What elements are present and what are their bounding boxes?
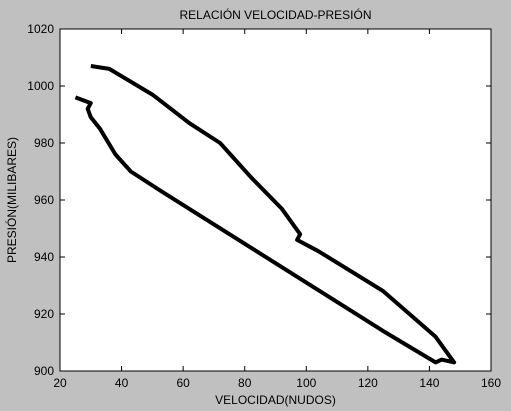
x-tick-label: 120 [358, 376, 378, 390]
y-tick-label: 1000 [27, 79, 54, 93]
y-tick-label: 920 [34, 307, 54, 321]
x-tick-label: 160 [481, 376, 501, 390]
series-line-0 [74, 64, 457, 365]
y-tick-label: 940 [34, 250, 54, 264]
x-tick-label: 20 [53, 376, 67, 390]
axis-ticks: 20 40 60 80 100 120 140 160 900 920 940 960 980 1000 1… [27, 22, 501, 390]
chart-marks [74, 64, 457, 365]
x-tick-label: 100 [296, 376, 316, 390]
x-axis-label: VELOCIDAD(NUDOS) [215, 393, 336, 407]
y-axis-label: PRESIÓN(MILIBARES) [4, 137, 19, 263]
y-tick-label: 1020 [27, 22, 54, 36]
x-tick-label: 60 [176, 376, 190, 390]
y-tick-label: 980 [34, 136, 54, 150]
chart-title: RELACIÓN VELOCIDAD-PRESIÓN [179, 7, 371, 22]
y-tick-label: 960 [34, 193, 54, 207]
x-tick-label: 140 [419, 376, 439, 390]
y-tick-label: 900 [34, 364, 54, 378]
x-tick-label: 80 [238, 376, 252, 390]
x-tick-label: 40 [115, 376, 129, 390]
